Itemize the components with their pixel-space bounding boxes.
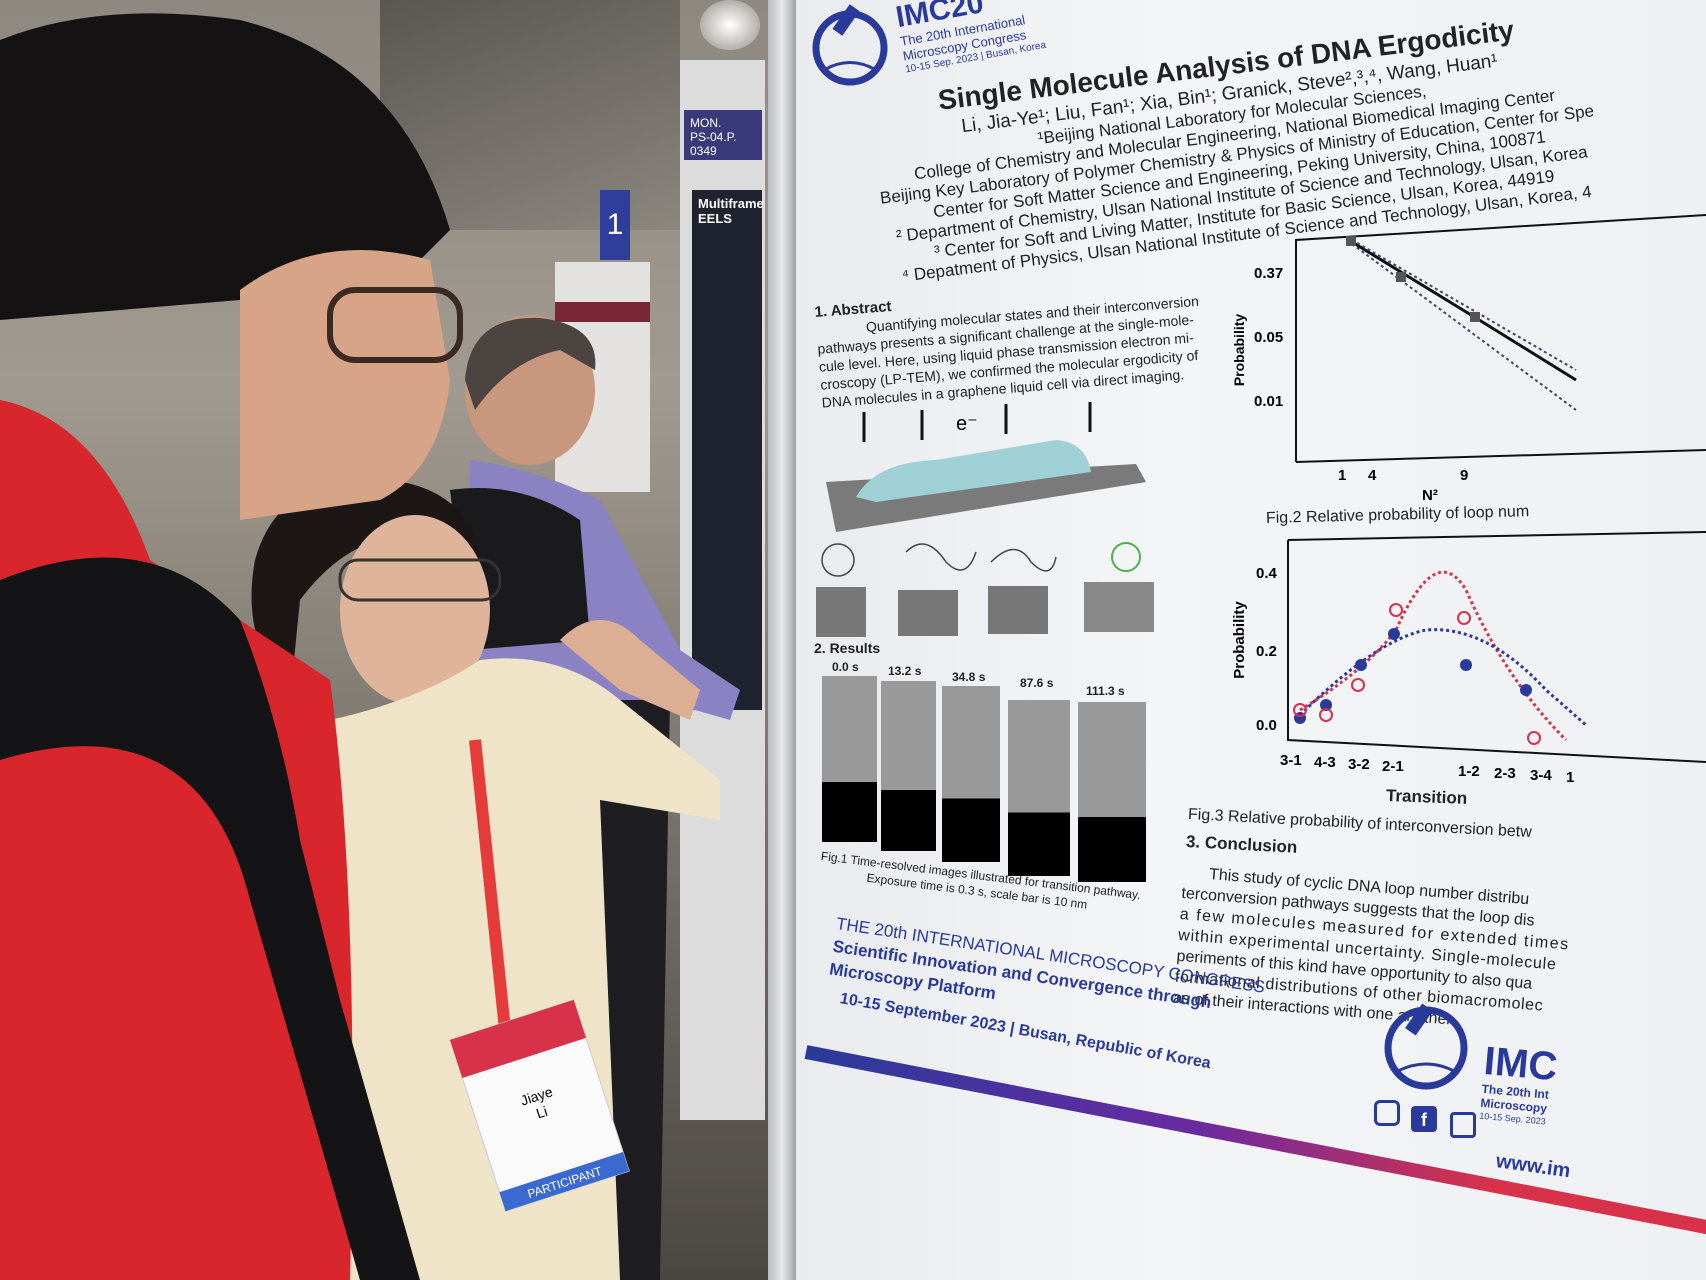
dna-loop-green	[1111, 542, 1141, 572]
fig3-ylabel: Probability	[1231, 601, 1248, 679]
woman-cream-shirt	[326, 658, 720, 1280]
facebook-icon[interactable]: f	[1411, 1106, 1437, 1132]
woman-hand	[560, 620, 700, 720]
time-label: 13.2 s	[888, 664, 922, 678]
fig3-plot: 0.4 0.2 0.0 Probability 3-1 4-3 3-2 2-1 …	[1231, 531, 1706, 786]
man-purple-hair	[465, 317, 596, 410]
man-red-hair	[0, 13, 450, 320]
tem-frame	[1078, 702, 1146, 882]
time-label: 34.8 s	[952, 670, 986, 684]
electron-beam-arrows	[862, 402, 1092, 442]
tem-frame	[942, 686, 1000, 862]
fig3-xtick: 4-3	[1314, 754, 1336, 771]
fig2-point	[1396, 272, 1406, 282]
fig2-ytick: 0.05	[1254, 329, 1283, 346]
session-tag-line: PS-04.P. 0349	[690, 130, 737, 158]
fig3-blue-points	[1294, 628, 1532, 724]
session-tag-line: MON.	[690, 116, 722, 130]
fig3-xtick: 1	[1566, 769, 1574, 786]
lanyard	[469, 739, 511, 1031]
twitter-icon[interactable]	[1450, 1112, 1476, 1138]
fig3-ytick: 0.0	[1256, 717, 1277, 734]
time-label: 87.6 s	[1020, 676, 1054, 690]
fig2-plot: 0.37 0.05 0.01 Probability 1 4 9 N²	[1231, 214, 1706, 504]
tem-frame	[881, 681, 936, 851]
badge-name: Li	[534, 1103, 549, 1122]
fig3-xtick: 3-2	[1348, 756, 1370, 773]
fig2-xtick: 1	[1338, 467, 1346, 484]
fig3-xtick: 2-3	[1494, 765, 1516, 782]
woman-face	[340, 515, 490, 705]
tem-frame	[1008, 700, 1070, 876]
people-scene: Jiaye Li PARTICIPANT	[0, 13, 740, 1280]
results-heading: 2. Results	[814, 640, 881, 656]
fig2-ytick: 0.01	[1254, 393, 1283, 410]
fig2-xtick: 4	[1368, 467, 1377, 484]
fig2-point	[1346, 236, 1356, 246]
fig3-xtick: 2-1	[1382, 758, 1404, 775]
fig3-red-points	[1293, 603, 1541, 745]
fig3-xtick: 3-4	[1530, 767, 1552, 784]
imc20-logo-icon	[1384, 1003, 1468, 1090]
fig2-point	[1470, 312, 1480, 322]
fig1-time-series: 0.0 s 13.2 s 34.8 s 87.6 s 111.3 s	[822, 656, 1162, 896]
footer-gradient-stripe	[804, 1045, 1706, 1250]
fig2-ytick: 0.37	[1254, 265, 1283, 282]
fig2-ylabel: Probability	[1231, 314, 1247, 387]
fig2-fit-line	[1351, 240, 1577, 382]
neighbor-poster: MON. PS-04.P. 0349 Multiframe EELS	[680, 60, 765, 1120]
time-label: 111.3 s	[1086, 684, 1125, 698]
fig2-xlabel: N²	[1422, 487, 1438, 504]
poster-stand-pole	[768, 0, 796, 1280]
abstract-block: 1. Abstract Quantifying molecular states…	[814, 274, 1205, 412]
tem-frame	[822, 676, 877, 842]
logo2-text-block: IMC The 20th Int Microscopy 10-15 Sep. 2…	[1479, 1039, 1560, 1128]
fig3-xtick: 3-1	[1280, 752, 1302, 769]
session-tag: MON. PS-04.P. 0349	[684, 110, 762, 160]
fig2-xtick: 9	[1460, 467, 1468, 484]
board-number: 1	[600, 190, 630, 260]
dna-loop-shapes	[821, 543, 1057, 577]
electron-label: e⁻	[956, 413, 978, 435]
fig3-ytick: 0.2	[1256, 643, 1277, 660]
instagram-icon[interactable]	[1374, 1100, 1400, 1126]
neighbor-poster-title: EELS	[698, 211, 732, 226]
fig3-xlabel: Transition	[1385, 786, 1468, 808]
fig3-red-curve	[1299, 570, 1568, 742]
logo-text-block: IMC20 The 20th International Microscopy …	[893, 0, 1047, 76]
time-label: 0.0 s	[832, 660, 859, 674]
glasses-icon	[327, 287, 463, 363]
neighbor-poster-body: Multiframe EELS	[692, 190, 764, 710]
fig3-blue-curve	[1298, 628, 1587, 727]
fig3-ytick: 0.4	[1256, 565, 1278, 582]
name-badge: Jiaye Li PARTICIPANT	[449, 999, 630, 1212]
graphene-liquid-cell-illustration: e⁻	[816, 402, 1154, 637]
tem-thumbnails	[816, 582, 1154, 637]
liquid-pocket	[856, 440, 1091, 502]
logo-name: IMC	[1482, 1039, 1560, 1090]
man-red-face	[240, 250, 450, 520]
glasses-icon	[338, 558, 502, 602]
backpack-strap	[0, 557, 420, 1280]
imc20-logo-icon	[812, 4, 888, 86]
neighbor-poster-title: Multiframe	[698, 196, 764, 211]
ceiling-light	[700, 0, 760, 50]
conclusion-heading: 3. Conclusion	[1185, 832, 1298, 857]
fig3-xtick: 1-2	[1458, 763, 1480, 780]
fig2-confidence-band	[1351, 239, 1577, 411]
website-link[interactable]: www.im	[1494, 1150, 1572, 1183]
research-poster: IMC20 The 20th International Microscopy …	[796, 0, 1706, 1280]
